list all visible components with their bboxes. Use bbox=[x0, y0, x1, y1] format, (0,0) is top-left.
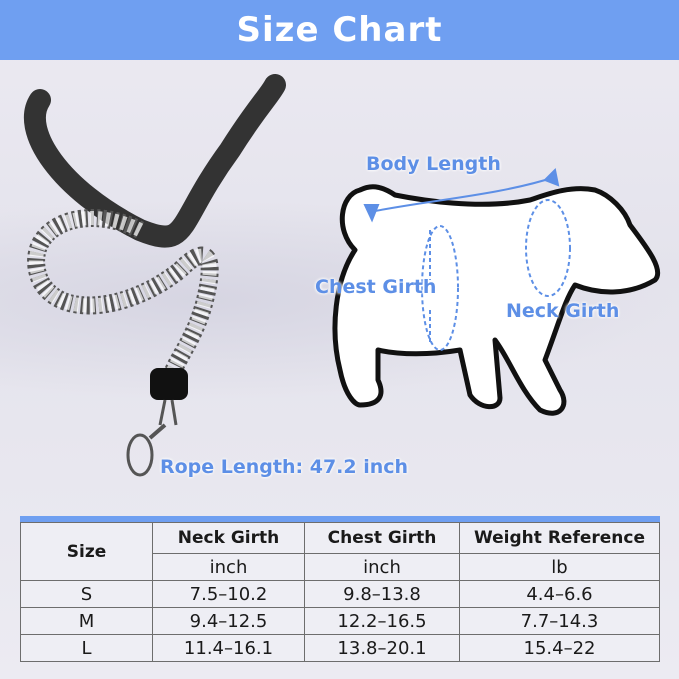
column-header: Weight Reference bbox=[459, 522, 660, 554]
column-header: Chest Girth bbox=[304, 522, 460, 554]
page-title: Size Chart bbox=[236, 10, 443, 50]
table-row: L 11.4–16.1 13.8–20.1 15.4–22 bbox=[20, 634, 660, 662]
chest-girth-label: Chest Girth bbox=[315, 276, 437, 298]
unit-cell: inch bbox=[152, 553, 305, 581]
value-cell: 7.7–14.3 bbox=[459, 607, 660, 635]
measure-arrows bbox=[363, 167, 571, 351]
value-cell: 15.4–22 bbox=[459, 634, 660, 662]
value-cell: 13.8–20.1 bbox=[304, 634, 460, 662]
column-header: Neck Girth bbox=[152, 522, 305, 554]
illustration bbox=[24, 74, 661, 477]
unit-cell: lb bbox=[459, 553, 660, 581]
table-unit-row: inch inch lb bbox=[21, 553, 660, 581]
neck-girth-label: Neck Girth bbox=[506, 300, 620, 322]
value-cell: 4.4–6.6 bbox=[459, 580, 660, 608]
size-cell: L bbox=[20, 634, 153, 662]
unit-cell: inch bbox=[304, 553, 460, 581]
size-cell: S bbox=[20, 580, 153, 608]
value-cell: 7.5–10.2 bbox=[152, 580, 305, 608]
table-row: S 7.5–10.2 9.8–13.8 4.4–6.6 bbox=[20, 580, 660, 608]
value-cell: 11.4–16.1 bbox=[152, 634, 305, 662]
size-table: Size Neck Girth Chest Girth Weight Refer… bbox=[20, 516, 660, 662]
value-cell: 9.4–12.5 bbox=[152, 607, 305, 635]
table-header-row: Size Neck Girth Chest Girth Weight Refer… bbox=[20, 522, 660, 581]
table-accent-bar bbox=[20, 516, 660, 522]
size-header: Size bbox=[20, 522, 153, 581]
value-cell: 12.2–16.5 bbox=[304, 607, 460, 635]
rope-length-label: Rope Length: 47.2 inch bbox=[160, 456, 409, 478]
table-row: M 9.4–12.5 12.2–16.5 7.7–14.3 bbox=[20, 607, 660, 635]
title-banner: Size Chart bbox=[0, 0, 679, 60]
value-cell: 9.8–13.8 bbox=[304, 580, 460, 608]
size-cell: M bbox=[20, 607, 153, 635]
dog-outline bbox=[332, 184, 661, 416]
body-length-label: Body Length bbox=[366, 153, 501, 175]
leash-image bbox=[24, 74, 286, 477]
